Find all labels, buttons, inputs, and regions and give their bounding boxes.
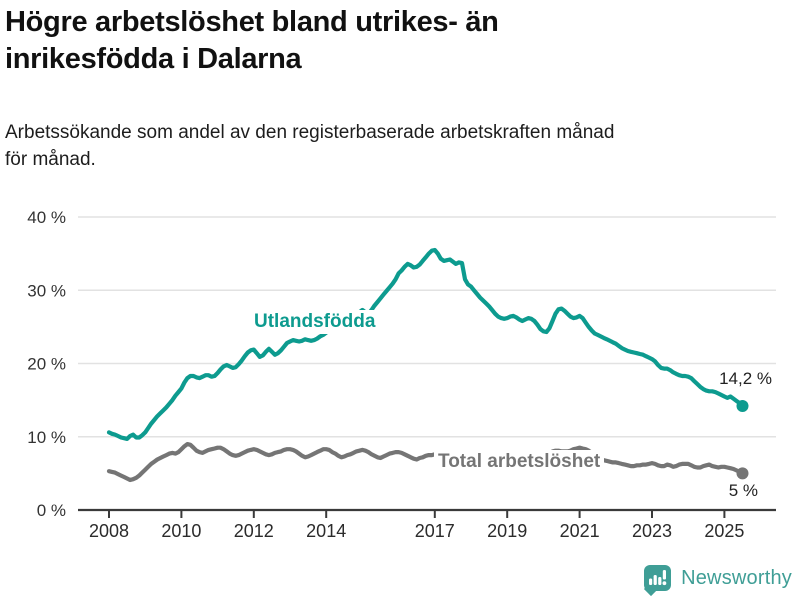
svg-text:2023: 2023 <box>632 521 672 541</box>
series-label-total-arbetsloshet: Total arbetslöshet <box>434 450 605 474</box>
end-value-label-utlandsfodda: 14,2 % <box>719 369 772 388</box>
svg-text:2021: 2021 <box>560 521 600 541</box>
newsworthy-bar-chart-bubble-icon <box>644 565 672 597</box>
svg-text:40 %: 40 % <box>27 208 66 227</box>
subtitle-line-1: Arbetssökande som andel av den registerb… <box>5 122 615 143</box>
svg-text:30 %: 30 % <box>27 281 66 300</box>
end-value-label-total: 5 % <box>728 481 758 500</box>
svg-text:2014: 2014 <box>306 521 346 541</box>
chart-subtitle: Arbetssökande som andel av den registerb… <box>5 120 745 173</box>
series-label-utlandsfodda: Utlandsfödda <box>250 310 380 334</box>
page-title: Högre arbetslöshet bland utrikes- än inri… <box>5 4 725 78</box>
newsworthy-logo[interactable]: Newsworthy <box>644 561 792 597</box>
svg-text:2019: 2019 <box>487 521 527 541</box>
bar-chart-exclamation-glyph <box>649 570 667 586</box>
newsworthy-wordmark: Newsworthy <box>681 566 792 589</box>
svg-text:2025: 2025 <box>704 521 744 541</box>
subtitle-line-2: för månad. <box>5 148 96 170</box>
svg-text:2012: 2012 <box>234 521 274 541</box>
svg-text:2008: 2008 <box>89 521 129 541</box>
svg-text:2010: 2010 <box>161 521 201 541</box>
svg-text:10 %: 10 % <box>27 428 66 447</box>
svg-text:2017: 2017 <box>415 521 455 541</box>
svg-text:20 %: 20 % <box>27 355 66 374</box>
title-line-2: inrikesfödda i Dalarna <box>5 43 302 76</box>
svg-text:0 %: 0 % <box>37 501 66 520</box>
title-line-1: Högre arbetslöshet bland utrikes- än <box>5 6 499 38</box>
